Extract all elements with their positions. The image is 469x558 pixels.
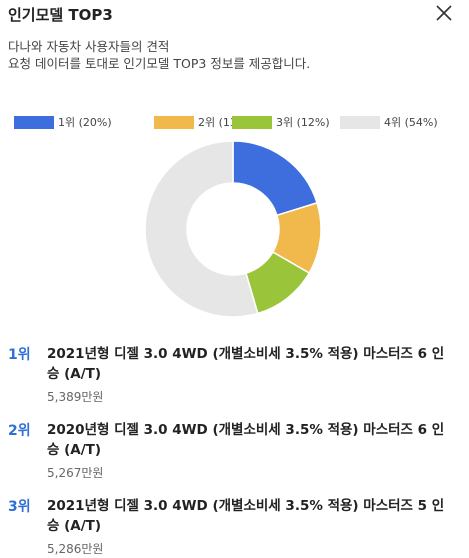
close-button[interactable]: [433, 2, 455, 24]
legend-label: 4위 (54%): [384, 116, 438, 129]
pie-slice[interactable]: [144, 140, 259, 318]
description-line-2: 요청 데이터를 토대로 인기모델 TOP3 정보를 제공합니다.: [8, 56, 311, 71]
legend-swatch: [154, 115, 194, 129]
model-price: 5,389만원: [47, 390, 104, 404]
rank-number: 1위: [8, 347, 31, 363]
legend-swatch: [14, 115, 54, 129]
legend-swatch: [232, 115, 272, 129]
model-name[interactable]: 2021년형 디젤 3.0 4WD (개별소비세 3.5% 적용) 마스터즈 6…: [47, 346, 445, 382]
model-name[interactable]: 2020년형 디젤 3.0 4WD (개별소비세 3.5% 적용) 마스터즈 6…: [47, 422, 445, 458]
rank-number: 2위: [8, 423, 31, 439]
rank-number: 3위: [8, 499, 31, 515]
legend-label: 1위 (20%): [58, 116, 112, 129]
pie-slice[interactable]: [232, 140, 318, 217]
description: 다나와 자동차 사용자들의 견적 요청 데이터를 토대로 인기모델 TOP3 정…: [8, 38, 448, 72]
model-price: 5,286만원: [47, 542, 104, 556]
model-name[interactable]: 2021년형 디젤 3.0 4WD (개별소비세 3.5% 적용) 마스터즈 5…: [47, 498, 445, 534]
dialog-header: 인기모델 TOP3: [8, 2, 461, 28]
legend-item[interactable]: 1위 (20%): [14, 114, 112, 130]
donut-chart: [144, 140, 322, 318]
legend-label: 3위 (12%): [276, 116, 330, 129]
page-title: 인기모델 TOP3: [8, 6, 113, 24]
legend-swatch: [340, 115, 380, 129]
legend-item[interactable]: 4위 (54%): [340, 114, 438, 130]
legend-item[interactable]: 3위 (12%): [232, 114, 330, 130]
model-price: 5,267만원: [47, 466, 104, 480]
description-line-1: 다나와 자동차 사용자들의 견적: [8, 39, 170, 54]
close-icon: [436, 5, 452, 21]
